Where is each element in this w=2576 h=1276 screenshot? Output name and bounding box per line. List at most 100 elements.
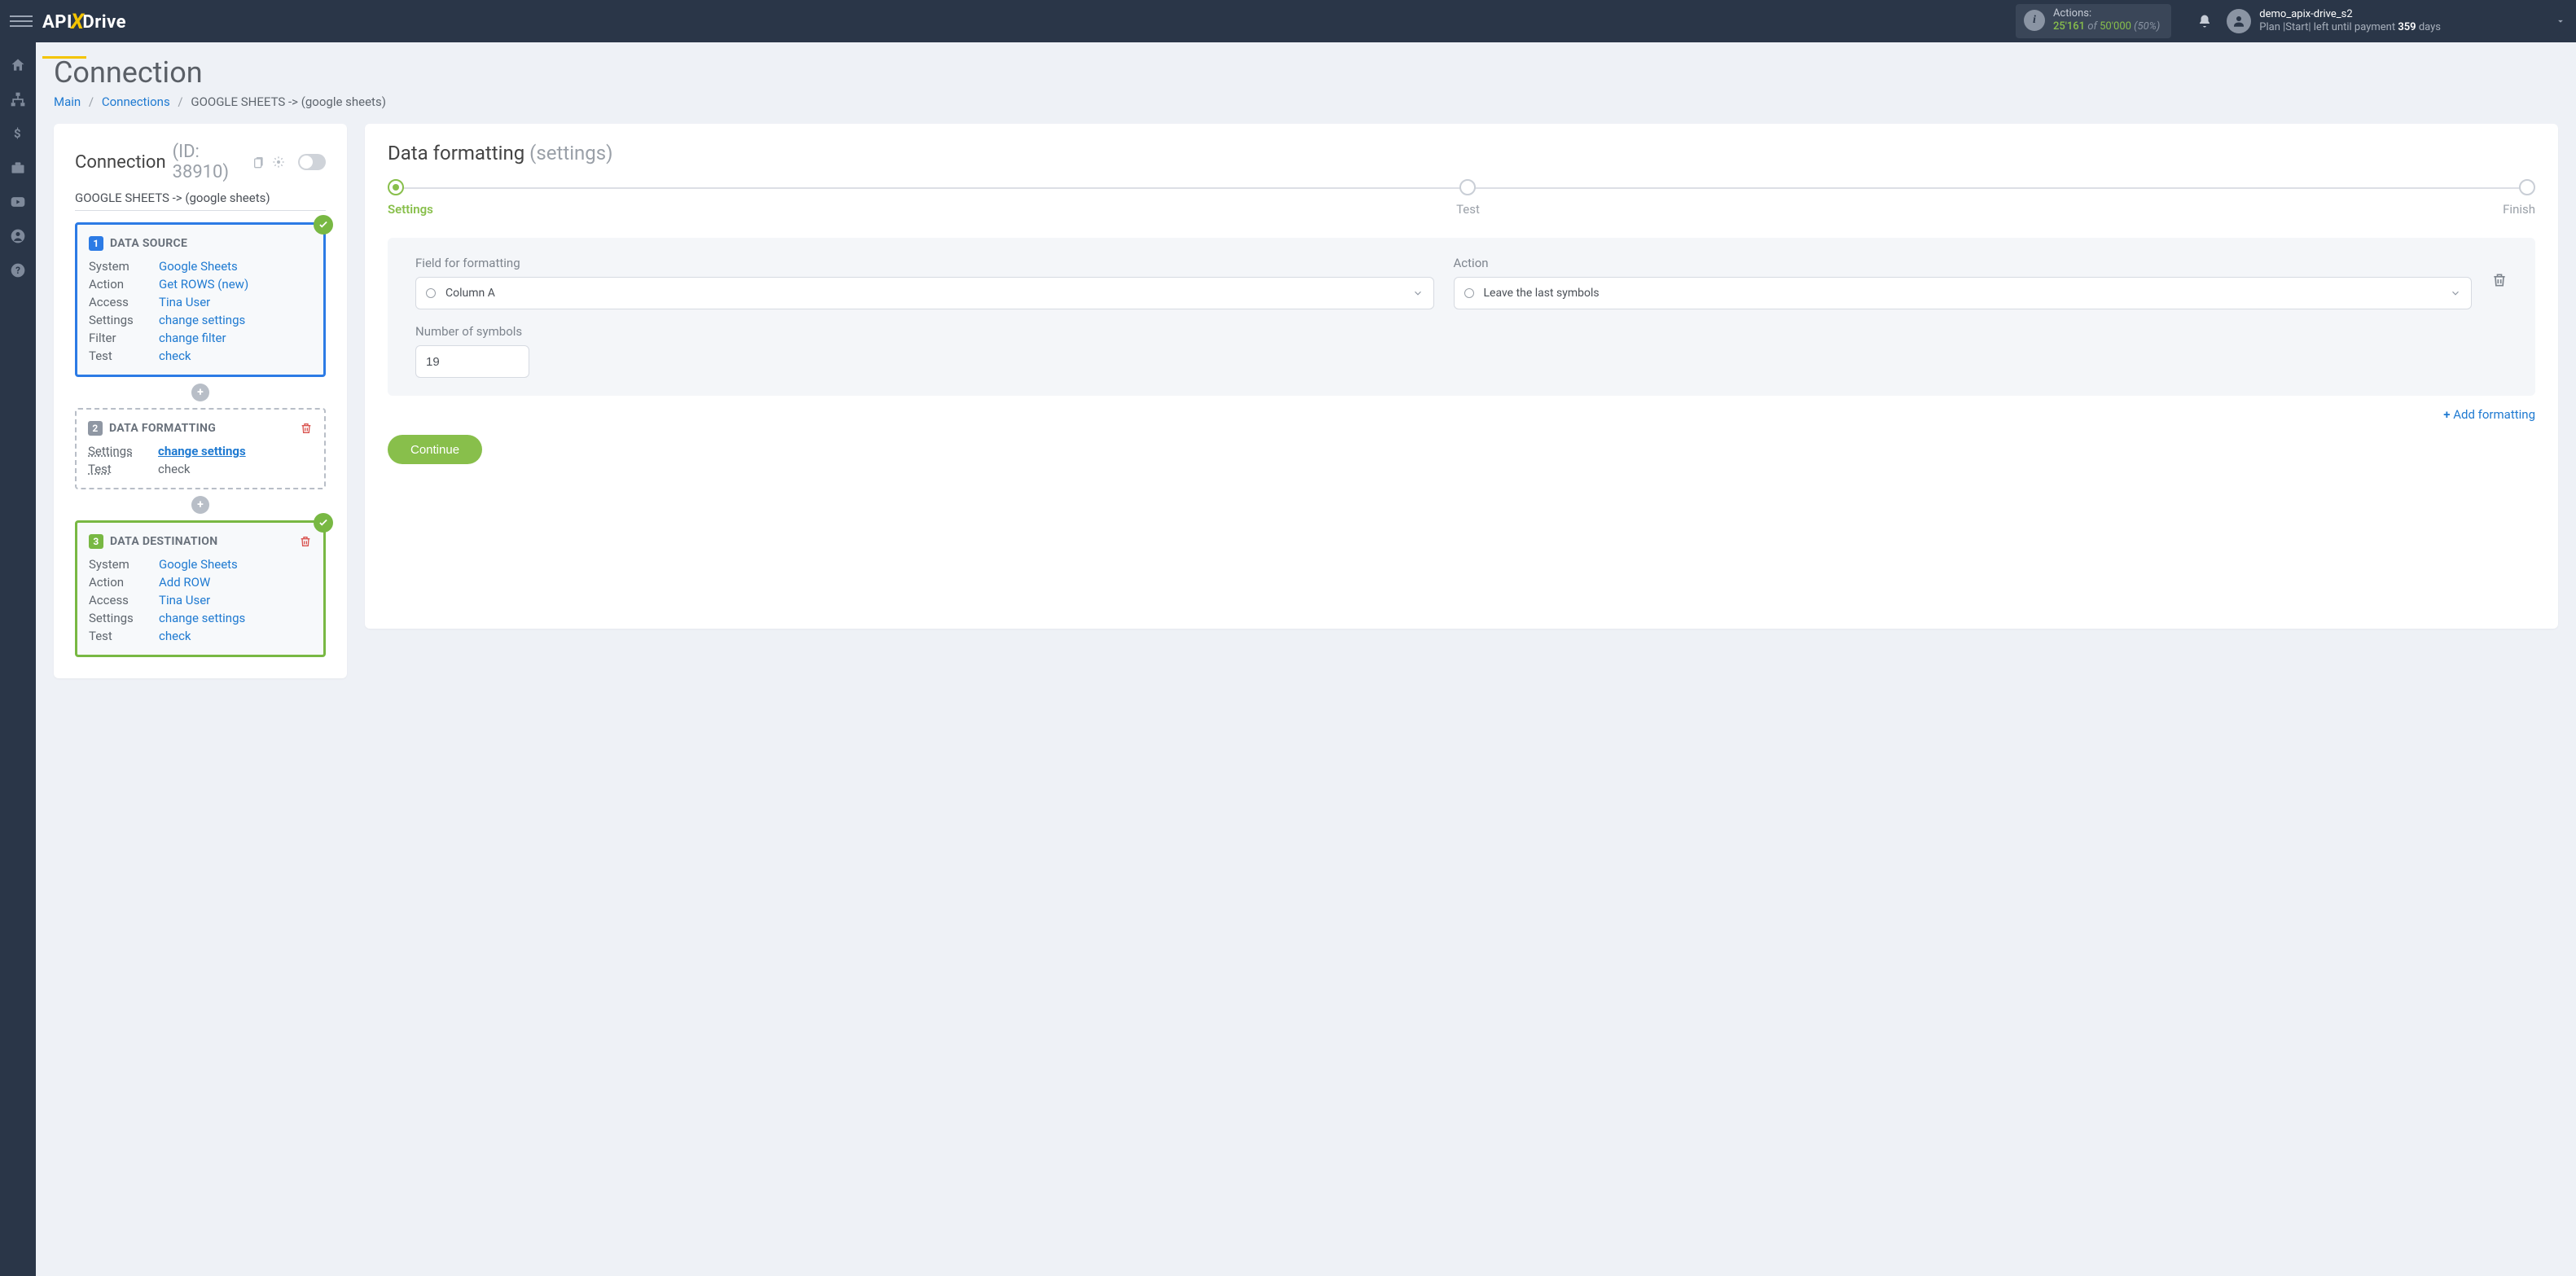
add-step-button[interactable]: + (191, 384, 209, 401)
add-step-button[interactable]: + (191, 496, 209, 514)
kv-key: Action (89, 277, 159, 292)
kv-key: Access (89, 295, 159, 309)
copy-icon[interactable] (252, 156, 265, 169)
kv-key: Test (88, 462, 158, 476)
avatar-icon (2227, 9, 2251, 33)
field-value: Column A (445, 287, 495, 300)
action-label: Action (1454, 256, 2473, 270)
connection-subtitle: GOOGLE SHEETS -> (google sheets) (75, 191, 326, 211)
settings-title: Data formatting (settings) (388, 142, 2535, 164)
actions-used: 25'161 (2053, 20, 2085, 33)
chevron-down-icon (1412, 287, 1424, 299)
logo[interactable]: APIXDrive (42, 9, 126, 33)
info-icon: i (2024, 10, 2045, 31)
step-number: 2 (88, 421, 103, 436)
youtube-icon[interactable] (10, 194, 26, 210)
formatting-settings-link[interactable]: change settings (158, 444, 246, 458)
kv-key: Access (89, 593, 159, 607)
kv-key: Test (89, 349, 159, 363)
bell-icon[interactable] (2197, 14, 2212, 29)
main-content: Connection Main / Connections / GOOGLE S… (36, 42, 2576, 691)
wizard-stepper: Settings Test Finish (388, 179, 2535, 217)
data-destination-card[interactable]: 3 DATA DESTINATION SystemGoogle Sheets Ac… (75, 520, 326, 657)
kv-key: Action (89, 575, 159, 590)
sitemap-icon[interactable] (10, 91, 26, 107)
dest-access-link[interactable]: Tina User (159, 593, 210, 607)
breadcrumb-connections[interactable]: Connections (102, 94, 170, 109)
user-icon[interactable] (10, 228, 26, 244)
source-test-link[interactable]: check (159, 349, 191, 363)
field-label: Field for formatting (415, 256, 1434, 270)
kv-key: Test (89, 629, 159, 643)
check-icon (314, 513, 333, 533)
step-title: DATA DESTINATION (110, 535, 217, 548)
actions-total: 50'000 (2100, 20, 2131, 33)
data-formatting-card[interactable]: 2DATA FORMATTING Settingschange settings… (75, 408, 326, 489)
add-formatting-link[interactable]: Add formatting (2443, 407, 2535, 422)
kv-key: System (89, 259, 159, 274)
breadcrumb-main[interactable]: Main (54, 94, 81, 109)
kv-key: Filter (89, 331, 159, 345)
username: demo_apix-drive_s2 (2259, 8, 2441, 21)
dest-settings-link[interactable]: change settings (159, 611, 245, 625)
topbar: APIXDrive i Actions: 25'161 of 50'000 (5… (0, 0, 2576, 42)
check-icon (314, 215, 333, 235)
source-system-link[interactable]: Google Sheets (159, 259, 238, 274)
sidebar: $ ? (0, 42, 36, 1276)
menu-toggle-icon[interactable] (10, 15, 33, 27)
settings-panel: Data formatting (settings) Settings Test… (365, 124, 2558, 629)
connection-id: (ID: 38910) (173, 142, 247, 182)
connection-title: Connection (75, 152, 166, 173)
kv-key: Settings (89, 611, 159, 625)
kv-key: Settings (88, 444, 158, 458)
source-filter-link[interactable]: change filter (159, 331, 226, 345)
radio-icon (426, 288, 436, 298)
dest-action-link[interactable]: Add ROW (159, 575, 210, 590)
action-select[interactable]: Leave the last symbols (1454, 277, 2473, 309)
breadcrumb: Main / Connections / GOOGLE SHEETS -> (g… (54, 94, 2558, 109)
chevron-down-icon[interactable] (2555, 15, 2566, 27)
kv-key: Settings (89, 313, 159, 327)
step-number: 1 (89, 236, 103, 251)
actions-label: Actions: (2053, 7, 2160, 20)
data-source-card[interactable]: 1 DATA SOURCE SystemGoogle Sheets ActionG… (75, 222, 326, 377)
briefcase-icon[interactable] (10, 160, 26, 176)
num-input[interactable] (415, 345, 529, 378)
source-settings-link[interactable]: change settings (159, 313, 245, 327)
actions-pct: (50%) (2134, 20, 2160, 33)
user-menu[interactable]: demo_apix-drive_s2 Plan |Start| left unt… (2227, 8, 2441, 35)
plan-info: Plan |Start| left until payment 359 days (2259, 21, 2441, 34)
field-select[interactable]: Column A (415, 277, 1434, 309)
step-number: 3 (89, 534, 103, 549)
dest-test-link[interactable]: check (159, 629, 191, 643)
action-value: Leave the last symbols (1484, 287, 1600, 300)
dollar-icon[interactable]: $ (10, 125, 26, 142)
actions-counter[interactable]: i Actions: 25'161 of 50'000 (50%) (2016, 4, 2171, 37)
continue-button[interactable]: Continue (388, 435, 482, 464)
svg-text:$: $ (14, 126, 21, 141)
radio-icon (1464, 288, 1474, 298)
source-action-link[interactable]: Get ROWS (new) (159, 277, 248, 292)
stepper-test[interactable]: Test (1456, 179, 1480, 217)
stepper-finish[interactable]: Finish (2503, 179, 2535, 217)
trash-icon[interactable] (299, 535, 312, 548)
trash-icon[interactable] (2491, 272, 2508, 293)
num-label: Number of symbols (415, 324, 529, 339)
home-icon[interactable] (10, 57, 26, 73)
breadcrumb-current: GOOGLE SHEETS -> (google sheets) (191, 94, 386, 109)
actions-of: of (2087, 20, 2097, 33)
chevron-down-icon (2450, 287, 2461, 299)
page-title: Connection (54, 55, 2558, 90)
gear-icon[interactable] (272, 156, 285, 169)
source-access-link[interactable]: Tina User (159, 295, 210, 309)
connection-toggle[interactable] (298, 154, 326, 170)
kv-key: System (89, 557, 159, 572)
connection-panel: Connection (ID: 38910) GOOGLE SHEETS -> … (54, 124, 347, 678)
trash-icon[interactable] (300, 422, 313, 435)
formatting-form: Field for formatting Column A Action Lea… (388, 238, 2535, 396)
svg-text:?: ? (15, 265, 20, 276)
dest-system-link[interactable]: Google Sheets (159, 557, 238, 572)
stepper-settings[interactable]: Settings (388, 179, 433, 217)
help-icon[interactable]: ? (10, 262, 26, 278)
step-title: DATA SOURCE (110, 237, 187, 250)
